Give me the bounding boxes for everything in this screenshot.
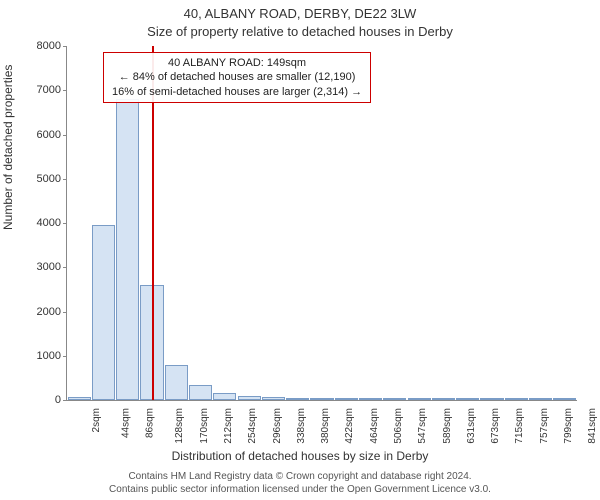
histogram-bar	[92, 225, 115, 400]
histogram-bar	[529, 398, 552, 400]
x-tick-label: 799sqm	[563, 404, 574, 444]
x-tick-label: 673sqm	[490, 404, 501, 444]
histogram-bar	[68, 397, 91, 400]
footer-attribution: Contains HM Land Registry data © Crown c…	[0, 471, 600, 496]
y-tick-label: 6000	[37, 129, 67, 141]
x-tick-label: 464sqm	[369, 404, 380, 444]
x-tick-label: 86sqm	[145, 404, 156, 438]
footer-line: Contains public sector information licen…	[0, 484, 600, 497]
y-tick-label: 5000	[37, 173, 67, 185]
histogram-bar	[310, 398, 333, 400]
x-tick-label: 757sqm	[539, 404, 550, 444]
x-tick-label: 380sqm	[320, 404, 331, 444]
y-tick-label: 8000	[37, 40, 67, 52]
y-tick-label: 1000	[37, 350, 67, 362]
x-tick-label: 2sqm	[91, 404, 102, 432]
x-tick-label: 254sqm	[247, 404, 258, 444]
footer-line: Contains HM Land Registry data © Crown c…	[0, 471, 600, 484]
y-tick-label: 3000	[37, 261, 67, 273]
x-axis-label: Distribution of detached houses by size …	[0, 449, 600, 463]
plot-area: 0100020003000400050006000700080002sqm44s…	[66, 46, 577, 401]
x-tick-label: 841sqm	[587, 404, 598, 444]
y-axis-label: Number of detached properties	[1, 65, 15, 230]
histogram-bar	[408, 398, 431, 400]
x-tick-label: 128sqm	[175, 404, 186, 444]
x-tick-label: 338sqm	[296, 404, 307, 444]
histogram-bar	[480, 398, 503, 400]
annotation-line: ← 84% of detached houses are smaller (12…	[112, 70, 362, 84]
chart-subtitle: Size of property relative to detached ho…	[0, 24, 600, 39]
x-tick-label: 506sqm	[393, 404, 404, 444]
x-tick-label: 715sqm	[515, 404, 526, 444]
x-tick-label: 547sqm	[417, 404, 428, 444]
marker-annotation: 40 ALBANY ROAD: 149sqm ← 84% of detached…	[103, 52, 371, 103]
y-tick-label: 0	[55, 394, 67, 406]
x-tick-label: 170sqm	[199, 404, 210, 444]
annotation-line: 40 ALBANY ROAD: 149sqm	[112, 56, 362, 70]
histogram-bar	[116, 99, 139, 400]
histogram-bar	[189, 385, 212, 400]
histogram-bar	[165, 365, 188, 400]
x-tick-label: 296sqm	[272, 404, 283, 444]
y-tick-label: 4000	[37, 217, 67, 229]
y-tick-label: 7000	[37, 84, 67, 96]
histogram-bar	[383, 398, 406, 400]
annotation-line: 16% of semi-detached houses are larger (…	[112, 85, 362, 99]
histogram-bar	[213, 393, 236, 400]
x-tick-label: 631sqm	[466, 404, 477, 444]
histogram-bar	[456, 398, 479, 400]
x-tick-label: 44sqm	[120, 404, 131, 438]
x-tick-label: 589sqm	[442, 404, 453, 444]
histogram-bar	[359, 398, 382, 400]
chart-title: 40, ALBANY ROAD, DERBY, DE22 3LW	[0, 6, 600, 21]
x-tick-label: 212sqm	[223, 404, 234, 444]
histogram-bar	[286, 398, 309, 400]
histogram-bar	[262, 397, 285, 400]
histogram-bar	[505, 398, 528, 400]
x-tick-label: 422sqm	[345, 404, 356, 444]
chart-container: 40, ALBANY ROAD, DERBY, DE22 3LW Size of…	[0, 0, 600, 500]
histogram-bar	[553, 398, 576, 400]
histogram-bar	[432, 398, 455, 400]
histogram-bar	[238, 396, 261, 400]
y-tick-label: 2000	[37, 306, 67, 318]
histogram-bar	[335, 398, 358, 400]
